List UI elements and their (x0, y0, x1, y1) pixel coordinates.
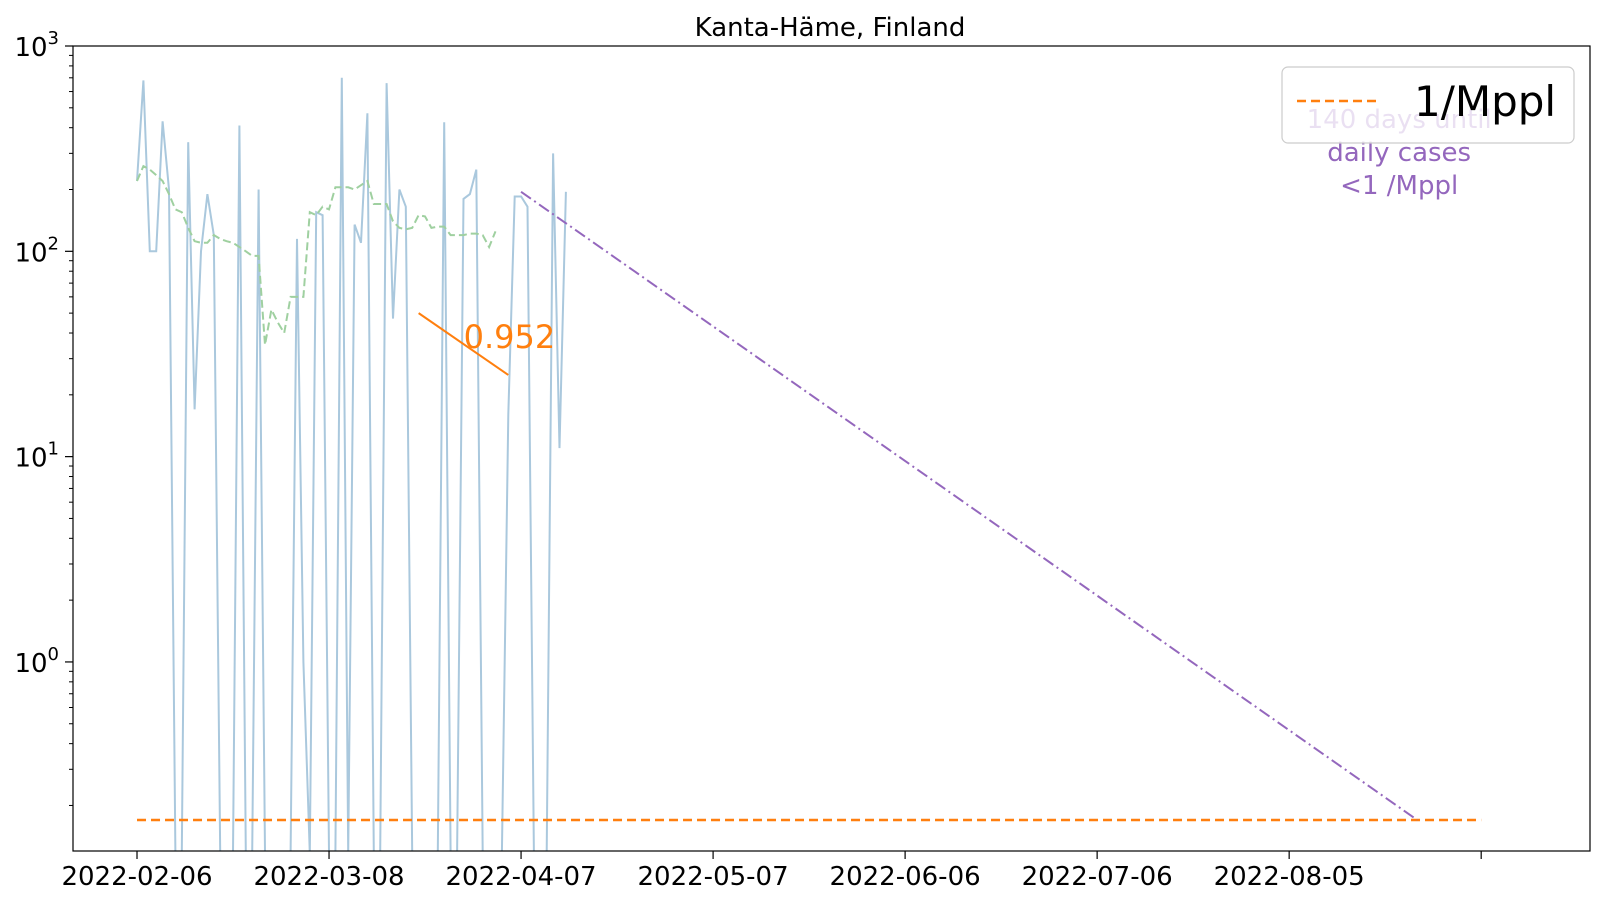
slope-label: 0.952 (464, 318, 556, 356)
legend: 1/Mppl (1281, 66, 1575, 144)
y-tick-label: 100 (14, 644, 59, 679)
plot-series (136, 77, 1482, 851)
slope-line (418, 312, 509, 376)
x-tick-label: 2022-07-06 (1022, 862, 1173, 892)
plot-frame (72, 45, 1591, 852)
average-cases-line (136, 164, 497, 346)
x-tick-label: 2022-02-06 (61, 862, 212, 892)
projection-line (520, 190, 1418, 821)
y-tick-label: 101 (14, 439, 59, 474)
y-axis: 100 101 102 103 (14, 28, 73, 806)
x-axis: 2022-02-06 2022-03-08 2022-04-07 2022-05-07… (61, 851, 1482, 892)
x-tick-label: 2022-08-05 (1214, 862, 1365, 892)
annotations: 0.952 (418, 190, 1418, 821)
y-tick-label: 102 (14, 233, 59, 268)
legend-threshold-label: 1/Mppl (1414, 77, 1556, 126)
y-tick-label: 103 (14, 28, 59, 63)
x-tick-label: 2022-04-07 (446, 862, 597, 892)
x-tick-label: 2022-06-06 (830, 862, 981, 892)
x-tick-label: 2022-03-08 (253, 862, 404, 892)
daily-cases-line (136, 77, 567, 851)
legend-box (1281, 66, 1575, 144)
chart-title: Kanta-Häme, Finland (695, 13, 966, 43)
x-tick-label: 2022-05-07 (638, 862, 789, 892)
projection-label-line: <1 /Mppl (1340, 171, 1458, 201)
